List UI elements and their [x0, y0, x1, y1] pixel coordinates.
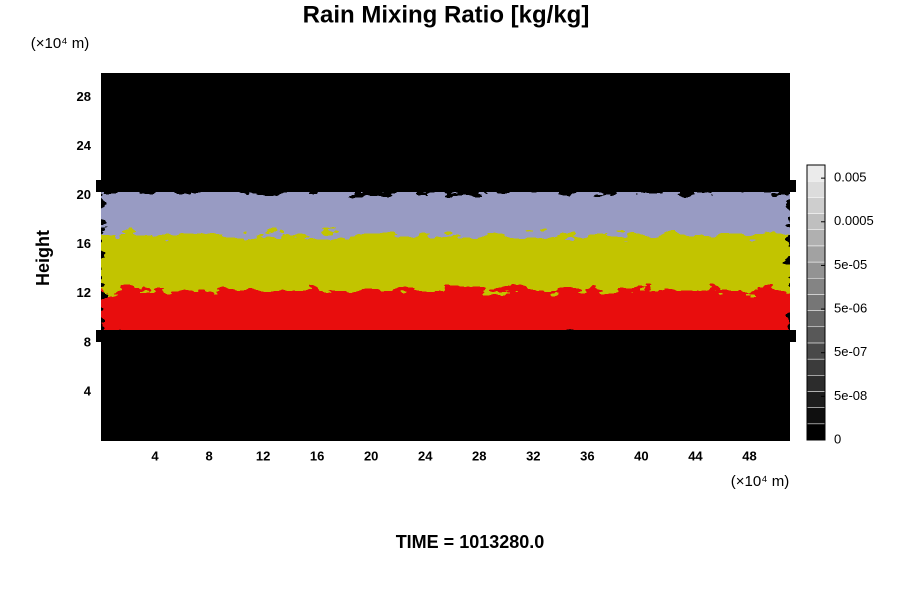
colorbar-frame	[806, 164, 826, 441]
x-tick-label: 40	[634, 448, 648, 463]
colorbar-tick-label: 0	[834, 431, 841, 446]
colorbar-step	[806, 358, 826, 376]
plot-edge	[101, 68, 790, 73]
colorbar-step	[806, 294, 826, 311]
field-edge	[96, 180, 796, 192]
x-tick-label: 20	[364, 448, 378, 463]
colorbar-step	[806, 310, 826, 328]
colorbar-step	[806, 423, 826, 441]
y-tick-label: 24	[77, 138, 92, 153]
colorbar-step	[806, 245, 826, 263]
x-tick-label: 4	[151, 448, 159, 463]
x-tick-label: 48	[742, 448, 756, 463]
colorbar-step	[806, 342, 826, 360]
field-band	[101, 290, 790, 335]
y-axis-label: Height	[33, 230, 53, 286]
colorbar-tick-label: 5e-08	[834, 388, 867, 403]
x-tick-label: 32	[526, 448, 540, 463]
colorbar-step	[806, 326, 826, 344]
colorbar-tick-label: 0.005	[834, 170, 867, 185]
y-tick-label: 20	[77, 187, 91, 202]
y-tick-label: 28	[77, 89, 91, 104]
footer: TIME = 1013280.0	[396, 532, 545, 552]
colorbar-step	[806, 164, 826, 182]
colorbar-step	[806, 277, 826, 295]
field-edge	[96, 330, 796, 342]
colorbar-step	[806, 197, 826, 214]
field	[101, 192, 790, 335]
colorbar-step	[806, 407, 826, 425]
colorbar-step	[806, 229, 826, 247]
colorbar-tick-label: 5e-06	[834, 301, 867, 316]
colorbar-step	[806, 180, 826, 198]
colorbar-step	[806, 261, 826, 279]
y-tick-label: 4	[84, 383, 92, 398]
x-tick-label: 44	[688, 448, 703, 463]
colorbar-tick-label: 5e-05	[834, 257, 867, 272]
y-tick-label: 16	[77, 236, 91, 251]
colorbar-tick-label: 0.0005	[834, 213, 874, 228]
field-band	[101, 235, 790, 295]
x-tick-label: 24	[418, 448, 433, 463]
x-unit: (×10⁴ m)	[731, 473, 790, 490]
colorbar-tick-label: 5e-07	[834, 344, 867, 359]
y-tick-label: 8	[84, 334, 91, 349]
x-tick-label: 36	[580, 448, 594, 463]
x-tick-label: 28	[472, 448, 486, 463]
y-unit: (×10⁴ m)	[31, 35, 90, 52]
x-tick-label: 8	[205, 448, 212, 463]
y-tick-label: 12	[77, 285, 91, 300]
colorbar-step	[806, 375, 826, 392]
x-tick-label: 12	[256, 448, 270, 463]
chart-title: Rain Mixing Ratio [kg/kg]	[303, 1, 590, 28]
colorbar-step	[806, 391, 826, 408]
x-tick-label: 16	[310, 448, 324, 463]
